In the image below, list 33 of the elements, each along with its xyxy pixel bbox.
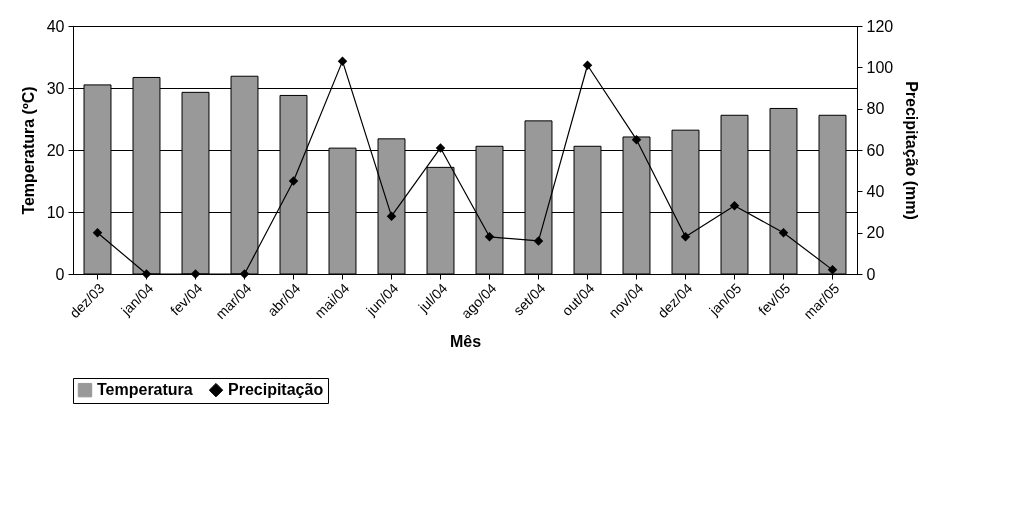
point (190, 269, 201, 279)
point (631, 134, 642, 145)
point (778, 227, 789, 238)
point (337, 56, 348, 66)
y2-tick-label: 0 (866, 265, 876, 283)
y2-axis-title: Precipitação (mm) (903, 81, 921, 220)
y2-tick-label: 100 (866, 58, 894, 76)
point (435, 143, 446, 153)
point (484, 232, 495, 242)
y-tick-label: 30 (46, 79, 65, 97)
y-tick-label: 20 (46, 141, 65, 159)
y-axis-title: Temperatura (ºC) (19, 86, 37, 215)
y2-tick-label: 20 (866, 224, 885, 242)
point (729, 201, 740, 211)
y-tick-label: 40 (46, 17, 65, 35)
point (386, 211, 397, 221)
y2-tick-label: 80 (866, 100, 885, 118)
point (680, 232, 691, 242)
point (288, 176, 299, 186)
y2-tick-label: 120 (866, 17, 894, 35)
point (582, 60, 593, 71)
legend-label: Precipitação (228, 381, 324, 399)
y2-tick-label: 60 (866, 141, 885, 159)
y2-tick-label: 40 (866, 182, 885, 200)
x-axis-title: Mês (449, 333, 482, 351)
legend-label: Temperatura (97, 381, 193, 399)
point (533, 236, 544, 246)
y-tick-label: 10 (46, 203, 65, 221)
point (92, 227, 103, 238)
y-tick-label: 0 (55, 265, 65, 283)
point (827, 265, 838, 275)
point (141, 269, 152, 279)
point (239, 269, 250, 279)
